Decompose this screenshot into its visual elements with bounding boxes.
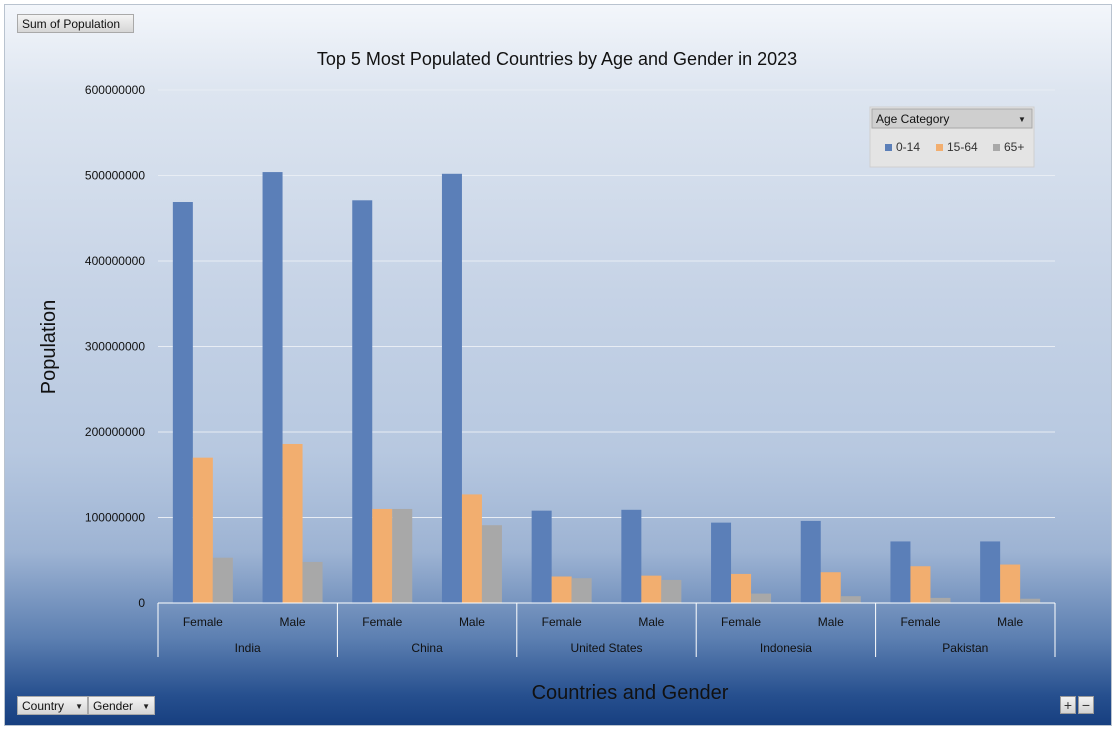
chart-title: Top 5 Most Populated Countries by Age an… — [317, 49, 797, 69]
y-tick-label: 200000000 — [85, 425, 145, 439]
bar — [441, 173, 462, 604]
values-field-button[interactable]: Sum of Population — [17, 14, 134, 33]
bar — [661, 579, 682, 603]
legend-swatch — [936, 144, 943, 151]
x-tick-label: Male — [638, 615, 664, 629]
bar — [641, 575, 662, 603]
y-axis-title: Population — [38, 300, 60, 395]
y-tick-label: 600000000 — [85, 83, 145, 97]
legend-label: 65+ — [1004, 140, 1024, 154]
bar — [531, 510, 552, 603]
chart-area: 0 100000000 200000000 300000000 400000000 500… — [38, 49, 1056, 704]
bar — [481, 525, 502, 603]
bar — [172, 202, 193, 603]
axis-field-label-country: Country — [22, 699, 65, 713]
bar — [711, 522, 732, 603]
legend-swatch — [885, 144, 892, 151]
bar — [751, 593, 772, 603]
bar-series — [172, 172, 1041, 604]
values-field-label: Sum of Population — [22, 17, 121, 31]
bar — [392, 508, 413, 603]
bar — [910, 566, 931, 603]
chevron-down-icon: ▼ — [142, 702, 150, 711]
chevron-down-icon: ▼ — [1018, 115, 1026, 124]
y-tick-label: 100000000 — [85, 511, 145, 525]
legend-field-button[interactable]: Age Category ▼ — [871, 108, 1033, 129]
bar — [571, 578, 592, 603]
bar — [820, 572, 841, 603]
gridlines — [158, 89, 1055, 518]
y-tick-label: 0 — [138, 596, 145, 610]
x-tick-label: Male — [280, 615, 306, 629]
bar — [1020, 598, 1041, 603]
group-label: United States — [570, 641, 642, 655]
bar — [840, 596, 861, 603]
y-tick-label: 500000000 — [85, 169, 145, 183]
axis-field-label-gender: Gender — [93, 699, 134, 713]
x-axis-title: Countries and Gender — [532, 682, 729, 704]
bar — [282, 443, 303, 603]
bar — [930, 597, 951, 603]
y-axis-ticks: 0 100000000 200000000 300000000 400000000 500… — [85, 83, 145, 610]
bar — [1000, 564, 1021, 603]
x-tick-label: Female — [900, 615, 940, 629]
y-tick-label: 400000000 — [85, 254, 145, 268]
x-tick-label: Male — [459, 615, 485, 629]
bar — [551, 576, 572, 603]
bar — [800, 520, 821, 603]
x-tick-label: Male — [997, 615, 1023, 629]
legend-label: 15-64 — [947, 140, 978, 154]
bar — [192, 457, 213, 603]
x-tick-label: Male — [818, 615, 844, 629]
collapse-field-button[interactable]: − — [1078, 696, 1094, 714]
x-tick-label: Female — [362, 615, 402, 629]
bar — [212, 557, 233, 603]
x-tick-label: Female — [542, 615, 582, 629]
y-tick-label: 300000000 — [85, 340, 145, 354]
x-axis: Female Male Female Male Female Male Female Male… — [157, 602, 1056, 657]
legend-swatch — [993, 144, 1000, 151]
bar — [262, 172, 283, 603]
group-label: Indonesia — [760, 641, 812, 655]
legend: Age Category ▼ 0-14 15-64 65+ — [869, 106, 1035, 168]
axis-field-button-country[interactable]: Country ▼ — [17, 696, 88, 715]
minus-icon: − — [1081, 697, 1091, 713]
expand-field-button[interactable]: + — [1060, 696, 1076, 714]
bar — [980, 541, 1001, 603]
chevron-down-icon: ▼ — [75, 702, 83, 711]
bar — [302, 561, 323, 603]
bar — [890, 541, 911, 603]
bar — [352, 200, 373, 604]
bar — [461, 494, 482, 603]
legend-field-label: Age Category — [876, 112, 949, 126]
group-label: China — [411, 641, 443, 655]
axis-field-button-gender[interactable]: Gender ▼ — [88, 696, 155, 715]
group-label: Pakistan — [942, 641, 988, 655]
legend-label: 0-14 — [896, 140, 920, 154]
x-tick-label: Female — [721, 615, 761, 629]
legend-items: 0-14 15-64 65+ — [885, 140, 1024, 154]
bar — [731, 573, 752, 603]
bar — [621, 509, 642, 603]
group-label: India — [235, 641, 261, 655]
pivot-chart-frame: Sum of Population 0 100000000 200000000 300… — [4, 4, 1112, 726]
plus-icon: + — [1063, 697, 1073, 713]
x-tick-label: Female — [183, 615, 223, 629]
bar — [372, 508, 393, 603]
